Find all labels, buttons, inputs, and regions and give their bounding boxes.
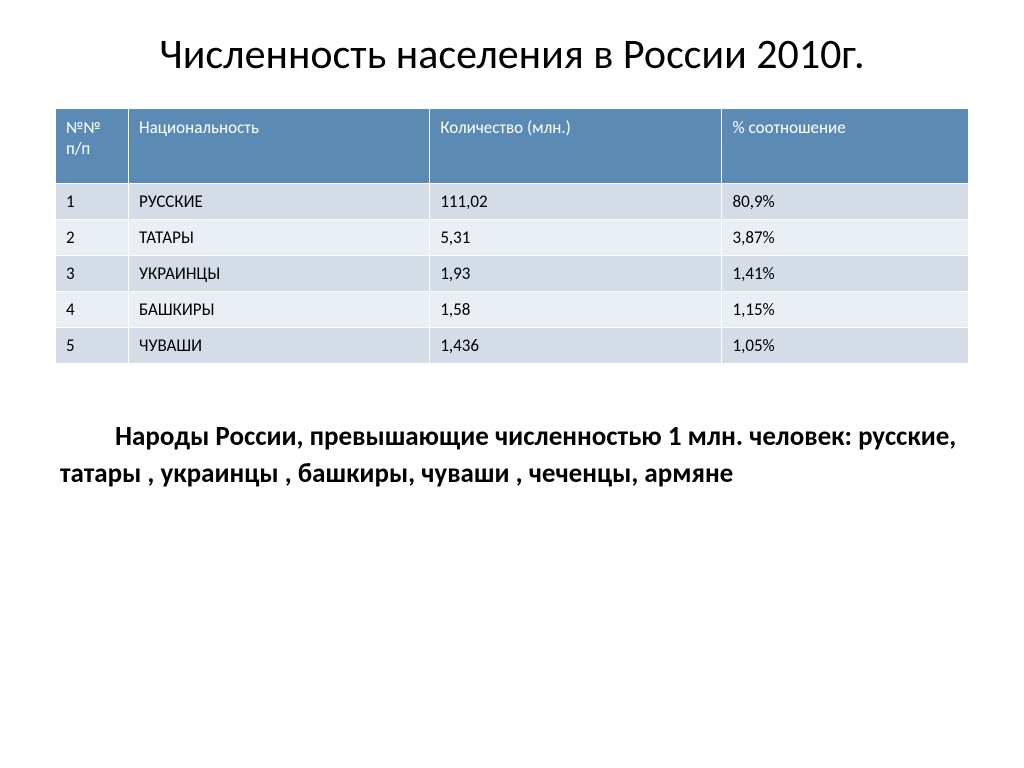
cell-quantity: 5,31 xyxy=(430,220,722,256)
cell-percent: 1,41% xyxy=(722,256,969,292)
table-row: 4 Башкиры 1,58 1,15% xyxy=(56,292,969,328)
table-row: 3 Украинцы 1,93 1,41% xyxy=(56,256,969,292)
cell-nationality: Башкиры xyxy=(129,292,430,328)
cell-quantity: 1,436 xyxy=(430,328,722,364)
table-row: 2 Татары 5,31 3,87% xyxy=(56,220,969,256)
cell-quantity: 1,58 xyxy=(430,292,722,328)
table-header-row: №№ п/п Национальность Количество (млн.) … xyxy=(56,109,969,184)
cell-quantity: 111,02 xyxy=(430,184,722,220)
page-title: Численность населения в России 2010г. xyxy=(55,30,969,80)
cell-number: 4 xyxy=(56,292,129,328)
table-row: 5 Чуваши 1,436 1,05% xyxy=(56,328,969,364)
caption-text: Народы России, превышающие численностью … xyxy=(55,419,969,492)
cell-percent: 1,15% xyxy=(722,292,969,328)
cell-percent: 1,05% xyxy=(722,328,969,364)
slide: Численность населения в России 2010г. №№… xyxy=(0,0,1024,768)
cell-nationality: Русские xyxy=(129,184,430,220)
table-row: 1 Русские 111,02 80,9% xyxy=(56,184,969,220)
cell-percent: 80,9% xyxy=(722,184,969,220)
cell-quantity: 1,93 xyxy=(430,256,722,292)
cell-nationality: Татары xyxy=(129,220,430,256)
cell-nationality: Украинцы xyxy=(129,256,430,292)
col-header-quantity: Количество (млн.) xyxy=(430,109,722,184)
cell-number: 2 xyxy=(56,220,129,256)
col-header-nationality: Национальность xyxy=(129,109,430,184)
col-header-number: №№ п/п xyxy=(56,109,129,184)
population-table: №№ п/п Национальность Количество (млн.) … xyxy=(55,108,969,364)
cell-number: 3 xyxy=(56,256,129,292)
col-header-percent: % соотношение xyxy=(722,109,969,184)
cell-nationality: Чуваши xyxy=(129,328,430,364)
cell-percent: 3,87% xyxy=(722,220,969,256)
cell-number: 1 xyxy=(56,184,129,220)
cell-number: 5 xyxy=(56,328,129,364)
